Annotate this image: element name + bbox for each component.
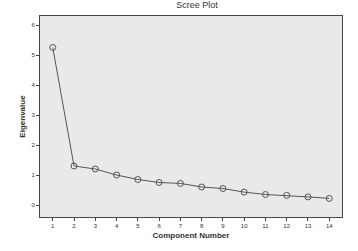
svg-text:6: 6 xyxy=(31,22,35,28)
svg-text:10: 10 xyxy=(241,223,248,229)
svg-text:12: 12 xyxy=(283,223,290,229)
svg-text:5: 5 xyxy=(136,223,140,229)
svg-text:2: 2 xyxy=(72,223,76,229)
svg-text:0: 0 xyxy=(31,202,35,208)
svg-text:Component Number: Component Number xyxy=(153,231,230,240)
svg-text:13: 13 xyxy=(305,223,312,229)
svg-text:3: 3 xyxy=(31,112,35,118)
svg-text:1: 1 xyxy=(51,223,55,229)
svg-text:4: 4 xyxy=(31,82,35,88)
svg-text:Eigenvalue: Eigenvalue xyxy=(18,95,27,138)
svg-text:2: 2 xyxy=(31,142,35,148)
svg-text:3: 3 xyxy=(94,223,98,229)
svg-text:14: 14 xyxy=(326,223,333,229)
svg-text:6: 6 xyxy=(157,223,161,229)
svg-text:4: 4 xyxy=(115,223,119,229)
svg-text:Scree Plot: Scree Plot xyxy=(176,0,218,10)
svg-text:9: 9 xyxy=(221,223,225,229)
svg-text:8: 8 xyxy=(200,223,204,229)
svg-text:5: 5 xyxy=(31,52,35,58)
svg-text:7: 7 xyxy=(179,223,183,229)
svg-text:1: 1 xyxy=(31,172,35,178)
svg-text:11: 11 xyxy=(262,223,269,229)
